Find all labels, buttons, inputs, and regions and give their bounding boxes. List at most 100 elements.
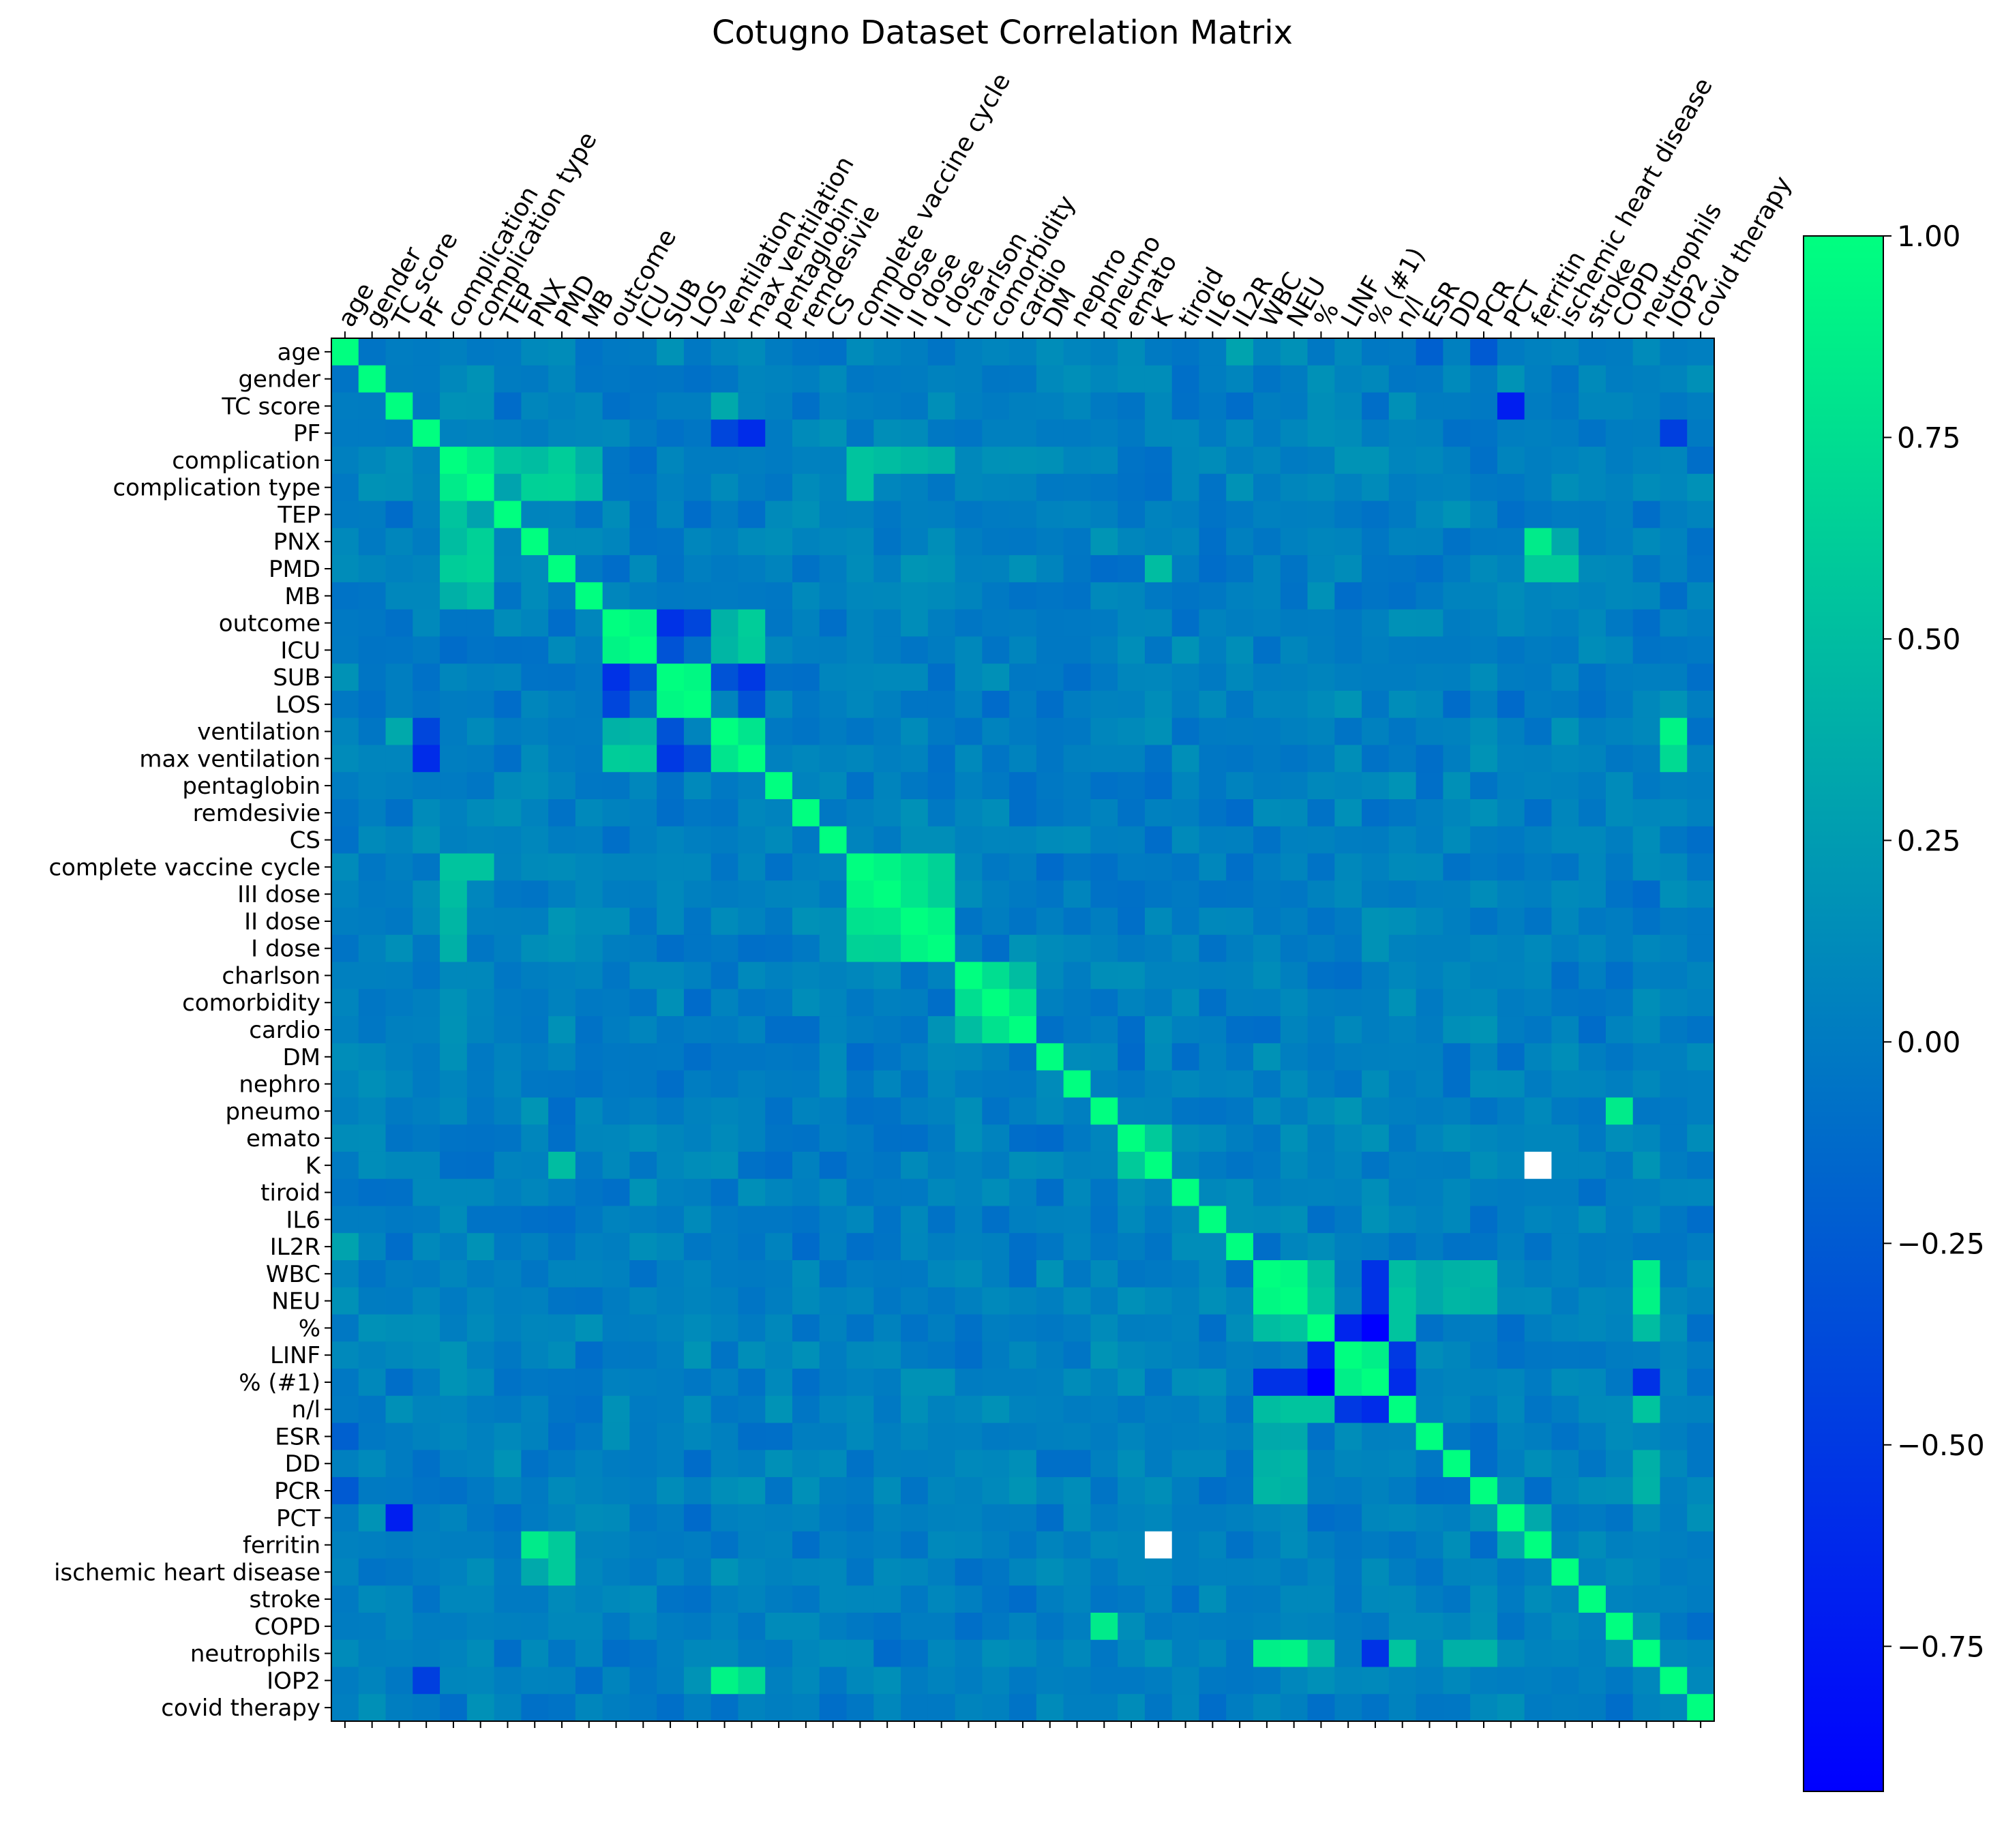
heatmap-cell [602, 934, 631, 963]
heatmap-cell [1362, 1016, 1390, 1044]
heatmap-cell [1009, 1395, 1037, 1424]
heatmap-cell [683, 799, 712, 827]
heatmap-cell [873, 1395, 901, 1424]
heatmap-cell [1144, 338, 1173, 366]
heatmap-cell [1334, 1233, 1362, 1261]
heatmap-cell [1199, 664, 1227, 691]
heatmap-cell [385, 1124, 413, 1152]
heatmap-cell [738, 880, 766, 908]
heatmap-cell [1388, 745, 1417, 773]
heatmap-cell [1144, 1558, 1173, 1586]
heatmap-cell [466, 636, 495, 664]
heatmap-cell [683, 745, 712, 773]
heatmap-cell [1063, 989, 1092, 1017]
heatmap-cell [494, 419, 522, 447]
heatmap-cell [955, 664, 983, 691]
heatmap-cell [657, 1206, 685, 1234]
heatmap-cell [927, 555, 956, 583]
heatmap-cell [873, 1504, 901, 1532]
heatmap-cell [440, 1395, 468, 1424]
heatmap-cell [1551, 501, 1579, 528]
heatmap-cell [1144, 1151, 1173, 1180]
heatmap-cell [738, 934, 766, 963]
heatmap-cell [1524, 1287, 1553, 1315]
heatmap-cell [1388, 1667, 1417, 1695]
heatmap-cell [466, 1178, 495, 1207]
heatmap-cell [1470, 1341, 1498, 1369]
heatmap-cell [1605, 1694, 1634, 1722]
heatmap-cell [927, 880, 956, 908]
heatmap-cell [765, 880, 793, 908]
heatmap-cell [1660, 880, 1688, 908]
heatmap-cell [1632, 1369, 1661, 1397]
heatmap-cell [927, 745, 956, 773]
heatmap-cell [1199, 365, 1227, 393]
heatmap-cell [873, 1070, 901, 1099]
heatmap-cell [1334, 528, 1362, 556]
heatmap-cell [1660, 934, 1688, 963]
heatmap-cell [1687, 772, 1715, 800]
heatmap-cell [494, 1206, 522, 1234]
heatmap-cell [331, 772, 359, 800]
heatmap-cell [358, 1016, 387, 1044]
heatmap-cell [1090, 473, 1118, 502]
heatmap-cell [1253, 473, 1281, 502]
heatmap-cell [1226, 528, 1254, 556]
heatmap-cell [1036, 717, 1064, 746]
heatmap-cell [494, 338, 522, 366]
heatmap-cell [927, 690, 956, 719]
heatmap-cell [1362, 1097, 1390, 1125]
heatmap-cell [683, 528, 712, 556]
heatmap-cell [548, 853, 576, 881]
heatmap-cell [711, 636, 739, 664]
heatmap-cell [819, 582, 848, 610]
heatmap-cell [1660, 908, 1688, 936]
heatmap-cell [1524, 528, 1553, 556]
heatmap-cell [1362, 853, 1390, 881]
heatmap-cell [575, 582, 603, 610]
row-tick-label: CS [290, 827, 320, 854]
heatmap-cell [1687, 1124, 1715, 1152]
heatmap-cell [575, 908, 603, 936]
heatmap-cell [738, 1639, 766, 1668]
heatmap-cell [1388, 1124, 1417, 1152]
heatmap-cell [738, 1477, 766, 1505]
heatmap-cell [738, 1531, 766, 1560]
heatmap-cell [385, 908, 413, 936]
heatmap-cell [1144, 1070, 1173, 1099]
heatmap-cell [711, 555, 739, 583]
heatmap-cell [629, 365, 657, 393]
heatmap-cell [711, 1477, 739, 1505]
heatmap-cell [548, 690, 576, 719]
heatmap-cell [1334, 555, 1362, 583]
heatmap-cell [846, 1124, 874, 1152]
heatmap-cell [901, 1287, 929, 1315]
heatmap-cell [1470, 1395, 1498, 1424]
heatmap-cell [1470, 880, 1498, 908]
heatmap-cell [1199, 934, 1227, 963]
heatmap-cell [792, 338, 820, 366]
heatmap-cell [1226, 1612, 1254, 1641]
row-tick-label: neutrophils [190, 1641, 320, 1668]
heatmap-cell [901, 447, 929, 475]
heatmap-cell [1470, 582, 1498, 610]
heatmap-cell [657, 962, 685, 989]
heatmap-cell [331, 853, 359, 881]
heatmap-cell [521, 989, 549, 1017]
heatmap-cell [765, 392, 793, 420]
heatmap-cell [955, 826, 983, 854]
heatmap-cell [1551, 1477, 1579, 1505]
heatmap-cell [927, 528, 956, 556]
heatmap-cell [331, 1016, 359, 1044]
heatmap-cell [1632, 528, 1661, 556]
heatmap-cell [901, 609, 929, 638]
heatmap-cell [1199, 1531, 1227, 1560]
heatmap-cell [358, 853, 387, 881]
heatmap-cell [819, 772, 848, 800]
heatmap-cell [901, 826, 929, 854]
heatmap-cell [1118, 555, 1146, 583]
heatmap-cell [711, 690, 739, 719]
heatmap-cell [1470, 1287, 1498, 1315]
heatmap-cell [819, 1260, 848, 1288]
heatmap-cell [1579, 799, 1606, 827]
